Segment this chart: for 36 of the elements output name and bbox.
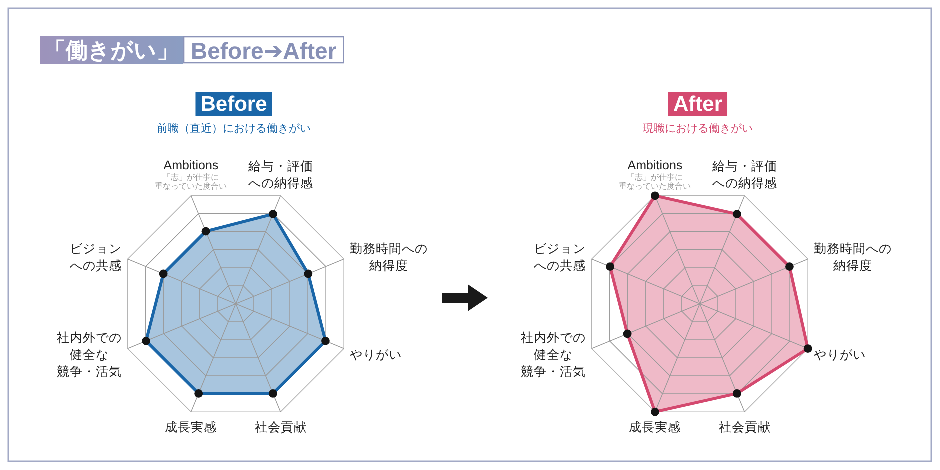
category: ビジョン — [534, 242, 586, 256]
title: Before — [200, 93, 268, 116]
category: 勤務時間への — [814, 242, 892, 256]
category: ビジョン — [70, 242, 122, 256]
category: 給与・評価 — [712, 160, 778, 174]
annotation: 「志」が仕事に — [163, 173, 220, 182]
category: やりがい — [350, 348, 402, 362]
subtitle: 前職（直近）における働きがい — [157, 123, 311, 135]
category: 社内外での — [520, 330, 586, 345]
category: 納得度 — [834, 258, 873, 273]
category: 社会貢献 — [718, 420, 771, 435]
category: Ambitions — [164, 158, 219, 172]
category: への共感 — [534, 258, 586, 273]
category: 成長実感 — [629, 420, 682, 435]
category: やりがい — [814, 348, 866, 362]
category: 健全な — [534, 348, 573, 362]
category: 社会貢献 — [254, 420, 307, 435]
category: Ambitions — [628, 158, 683, 172]
category: 競争・活気 — [56, 364, 122, 379]
title: After — [674, 93, 722, 116]
title: 「働きがい」 — [44, 38, 179, 63]
category: 給与・評価 — [248, 160, 314, 174]
category: 社内外での — [56, 330, 122, 345]
category: 競争・活気 — [520, 364, 586, 379]
category: 勤務時間への — [350, 242, 428, 256]
annotation: 重なっていた度合い — [155, 182, 228, 192]
category: への共感 — [70, 258, 122, 273]
annotation: 「志」が仕事に — [627, 173, 684, 182]
category: 納得度 — [370, 258, 409, 273]
subtitle: 現職における働きがい — [643, 123, 753, 135]
subtitle: Before➔After — [191, 38, 337, 64]
category: への納得感 — [712, 176, 778, 190]
category: への納得感 — [248, 176, 314, 190]
annotation: 重なっていた度合い — [619, 182, 692, 192]
category: 健全な — [70, 348, 109, 362]
category: 成長実感 — [165, 420, 218, 435]
